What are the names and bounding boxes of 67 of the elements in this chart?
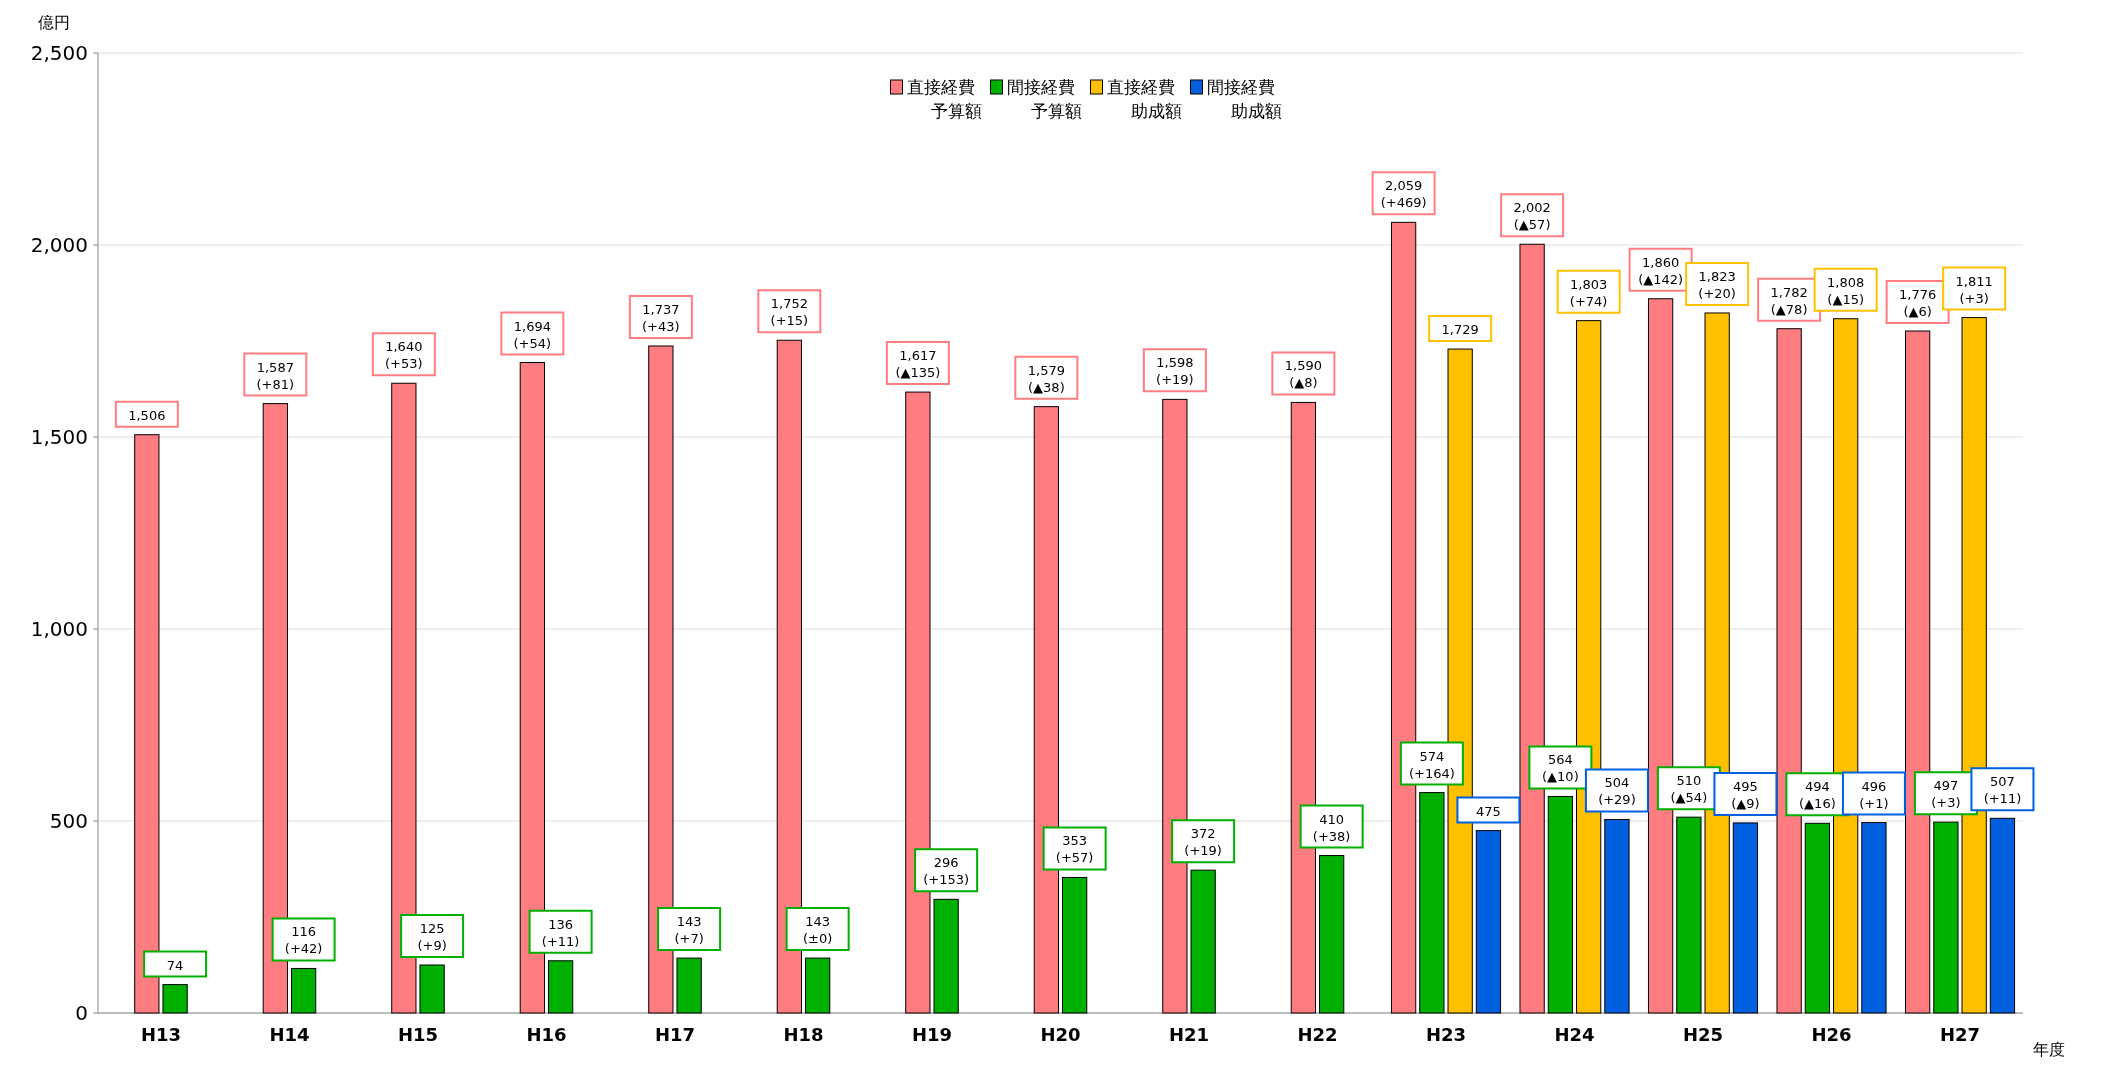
data-label: 507 (+11) (1983, 774, 2022, 807)
x-tick-label: H19 (911, 1024, 953, 1045)
x-tick-label: H21 (1168, 1024, 1210, 1045)
data-label: 1,587 (+81) (256, 359, 295, 392)
data-label: 1,803 (+74) (1569, 276, 1608, 309)
data-label: 1,823 (+20) (1698, 268, 1736, 301)
y-tick-label: 500 (49, 809, 88, 833)
x-tick-label: H25 (1682, 1024, 1724, 1045)
y-tick-label: 0 (75, 1001, 88, 1025)
data-label: 496 (+1) (1859, 778, 1889, 811)
data-label: 143 (±0) (802, 914, 833, 947)
data-label: 296 (+153) (923, 855, 970, 888)
data-label: 2,059 (+469) (1380, 178, 1427, 211)
data-label: 410 (+38) (1312, 811, 1351, 844)
x-tick-label: H13 (140, 1024, 182, 1045)
legend-label: 間接経費予算額 (1006, 77, 1082, 121)
data-label: 1,811 (+3) (1955, 273, 1993, 306)
data-label: 1,640 (+53) (385, 339, 423, 372)
x-tick-label: H20 (1040, 1024, 1081, 1045)
data-label: 143 (+7) (674, 914, 704, 947)
x-tick-label: H15 (397, 1024, 439, 1045)
x-tick-label: H16 (526, 1024, 567, 1045)
data-label: 136 (+11) (541, 916, 580, 949)
x-axis-title: 年度 (2033, 1040, 2065, 1059)
data-label: 125 (+9) (417, 921, 447, 953)
y-tick-label: 2,500 (30, 41, 88, 65)
data-label: 1,590 (▲8) (1284, 358, 1322, 391)
data-label: 574 (+164) (1408, 748, 1455, 781)
legend-label: 直接経費予算額 (906, 77, 982, 121)
data-label: 1,782 (▲78) (1770, 284, 1808, 317)
data-label: 510 (▲54) (1670, 773, 1708, 806)
y-axis-title: 億円 (38, 13, 70, 32)
legend-label: 直接経費助成額 (1106, 77, 1182, 121)
x-tick-label: H17 (654, 1024, 696, 1045)
data-label: 1,579 (▲38) (1027, 362, 1065, 395)
y-tick-label: 2,000 (30, 233, 88, 257)
x-tick-label: H27 (1939, 1024, 1981, 1045)
data-label: 1,752 (+15) (770, 296, 809, 329)
legend-label: 間接経費助成額 (1206, 77, 1282, 121)
y-tick-label: 1,500 (30, 425, 88, 449)
data-label: 1,598 (+19) (1156, 355, 1194, 388)
x-tick-label: H24 (1554, 1024, 1595, 1045)
data-label: 1,694 (+54) (513, 318, 552, 351)
data-label: 1,729 (1441, 322, 1479, 338)
x-tick-label: H22 (1297, 1024, 1338, 1045)
data-label: 1,808 (▲15) (1827, 274, 1865, 307)
data-label: 74 (166, 957, 184, 973)
y-tick-label: 1,000 (30, 617, 88, 641)
x-tick-label: H14 (269, 1024, 310, 1045)
data-label: 1,617 (▲135) (895, 348, 941, 381)
data-label: 495 (▲9) (1731, 778, 1760, 811)
data-label: 372 (+19) (1184, 826, 1222, 859)
data-label: 353 (+57) (1055, 833, 1094, 866)
data-label: 2,002 (▲57) (1513, 200, 1551, 233)
data-label: 564 (▲10) (1542, 752, 1579, 785)
x-tick-label: H26 (1811, 1024, 1852, 1045)
data-label: 1,776 (▲6) (1899, 287, 1937, 320)
data-label: 497 (+3) (1931, 778, 1961, 811)
data-label: 1,737 (+43) (642, 301, 680, 334)
data-label: 504 (+29) (1598, 775, 1636, 808)
x-tick-label: H18 (783, 1024, 824, 1045)
data-label: 116 (+42) (284, 924, 323, 957)
data-label: 1,860 (▲142) (1638, 254, 1684, 287)
data-label: 1,506 (128, 407, 166, 423)
data-label: 494 (▲16) (1799, 779, 1836, 812)
x-tick-label: H23 (1425, 1024, 1467, 1045)
data-label: 475 (1476, 803, 1501, 819)
